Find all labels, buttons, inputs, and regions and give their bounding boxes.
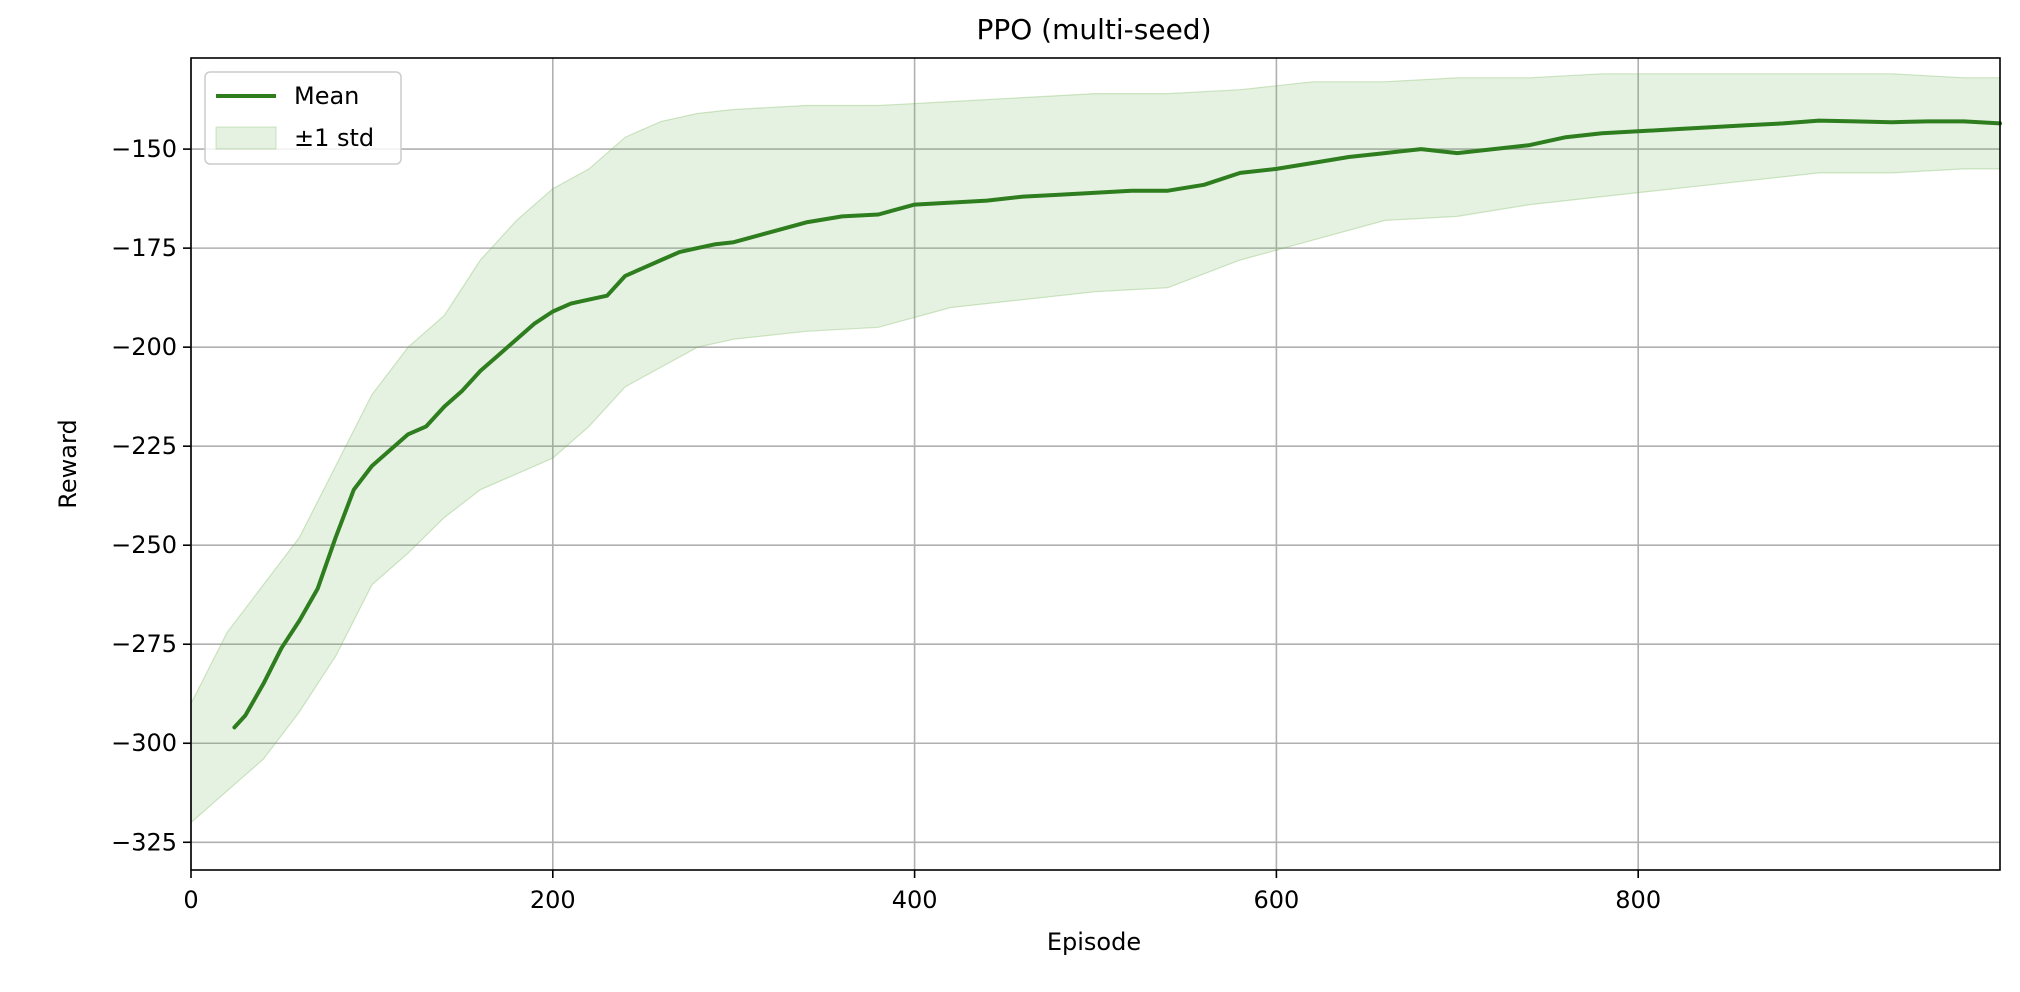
x-axis-ticks: 0 200 400 600 800 [183, 870, 1661, 914]
mean-line-layer [232, 118, 2002, 730]
legend-mean-label: Mean [294, 82, 359, 110]
x-tick-label: 0 [183, 886, 198, 914]
x-tick-label: 800 [1615, 886, 1661, 914]
grid [190, 58, 2000, 870]
x-tick-label: 200 [530, 886, 576, 914]
y-tick-label: −225 [111, 432, 177, 460]
x-tick-label: 400 [892, 886, 938, 914]
x-tick-label: 600 [1253, 886, 1299, 914]
mean-line [232, 118, 2002, 730]
legend-std-swatch [215, 126, 277, 150]
legend-std-label: ±1 std [294, 124, 374, 152]
y-tick-label: −300 [111, 729, 177, 757]
plot-frame [190, 57, 2001, 871]
y-tick-label: −150 [111, 135, 177, 163]
y-tick-label: −275 [111, 630, 177, 658]
x-axis-label: Episode [1047, 928, 1141, 956]
y-axis-ticks: −325 −300 −275 −250 −225 −200 −175 −150 [111, 135, 191, 856]
y-axis-label: Reward [54, 419, 82, 508]
y-tick-label: −325 [111, 828, 177, 856]
legend: Mean ±1 std [204, 71, 402, 165]
chart-title: PPO (multi-seed) [976, 13, 1211, 46]
y-tick-label: −250 [111, 531, 177, 559]
y-tick-label: −175 [111, 234, 177, 262]
y-tick-label: −200 [111, 333, 177, 361]
